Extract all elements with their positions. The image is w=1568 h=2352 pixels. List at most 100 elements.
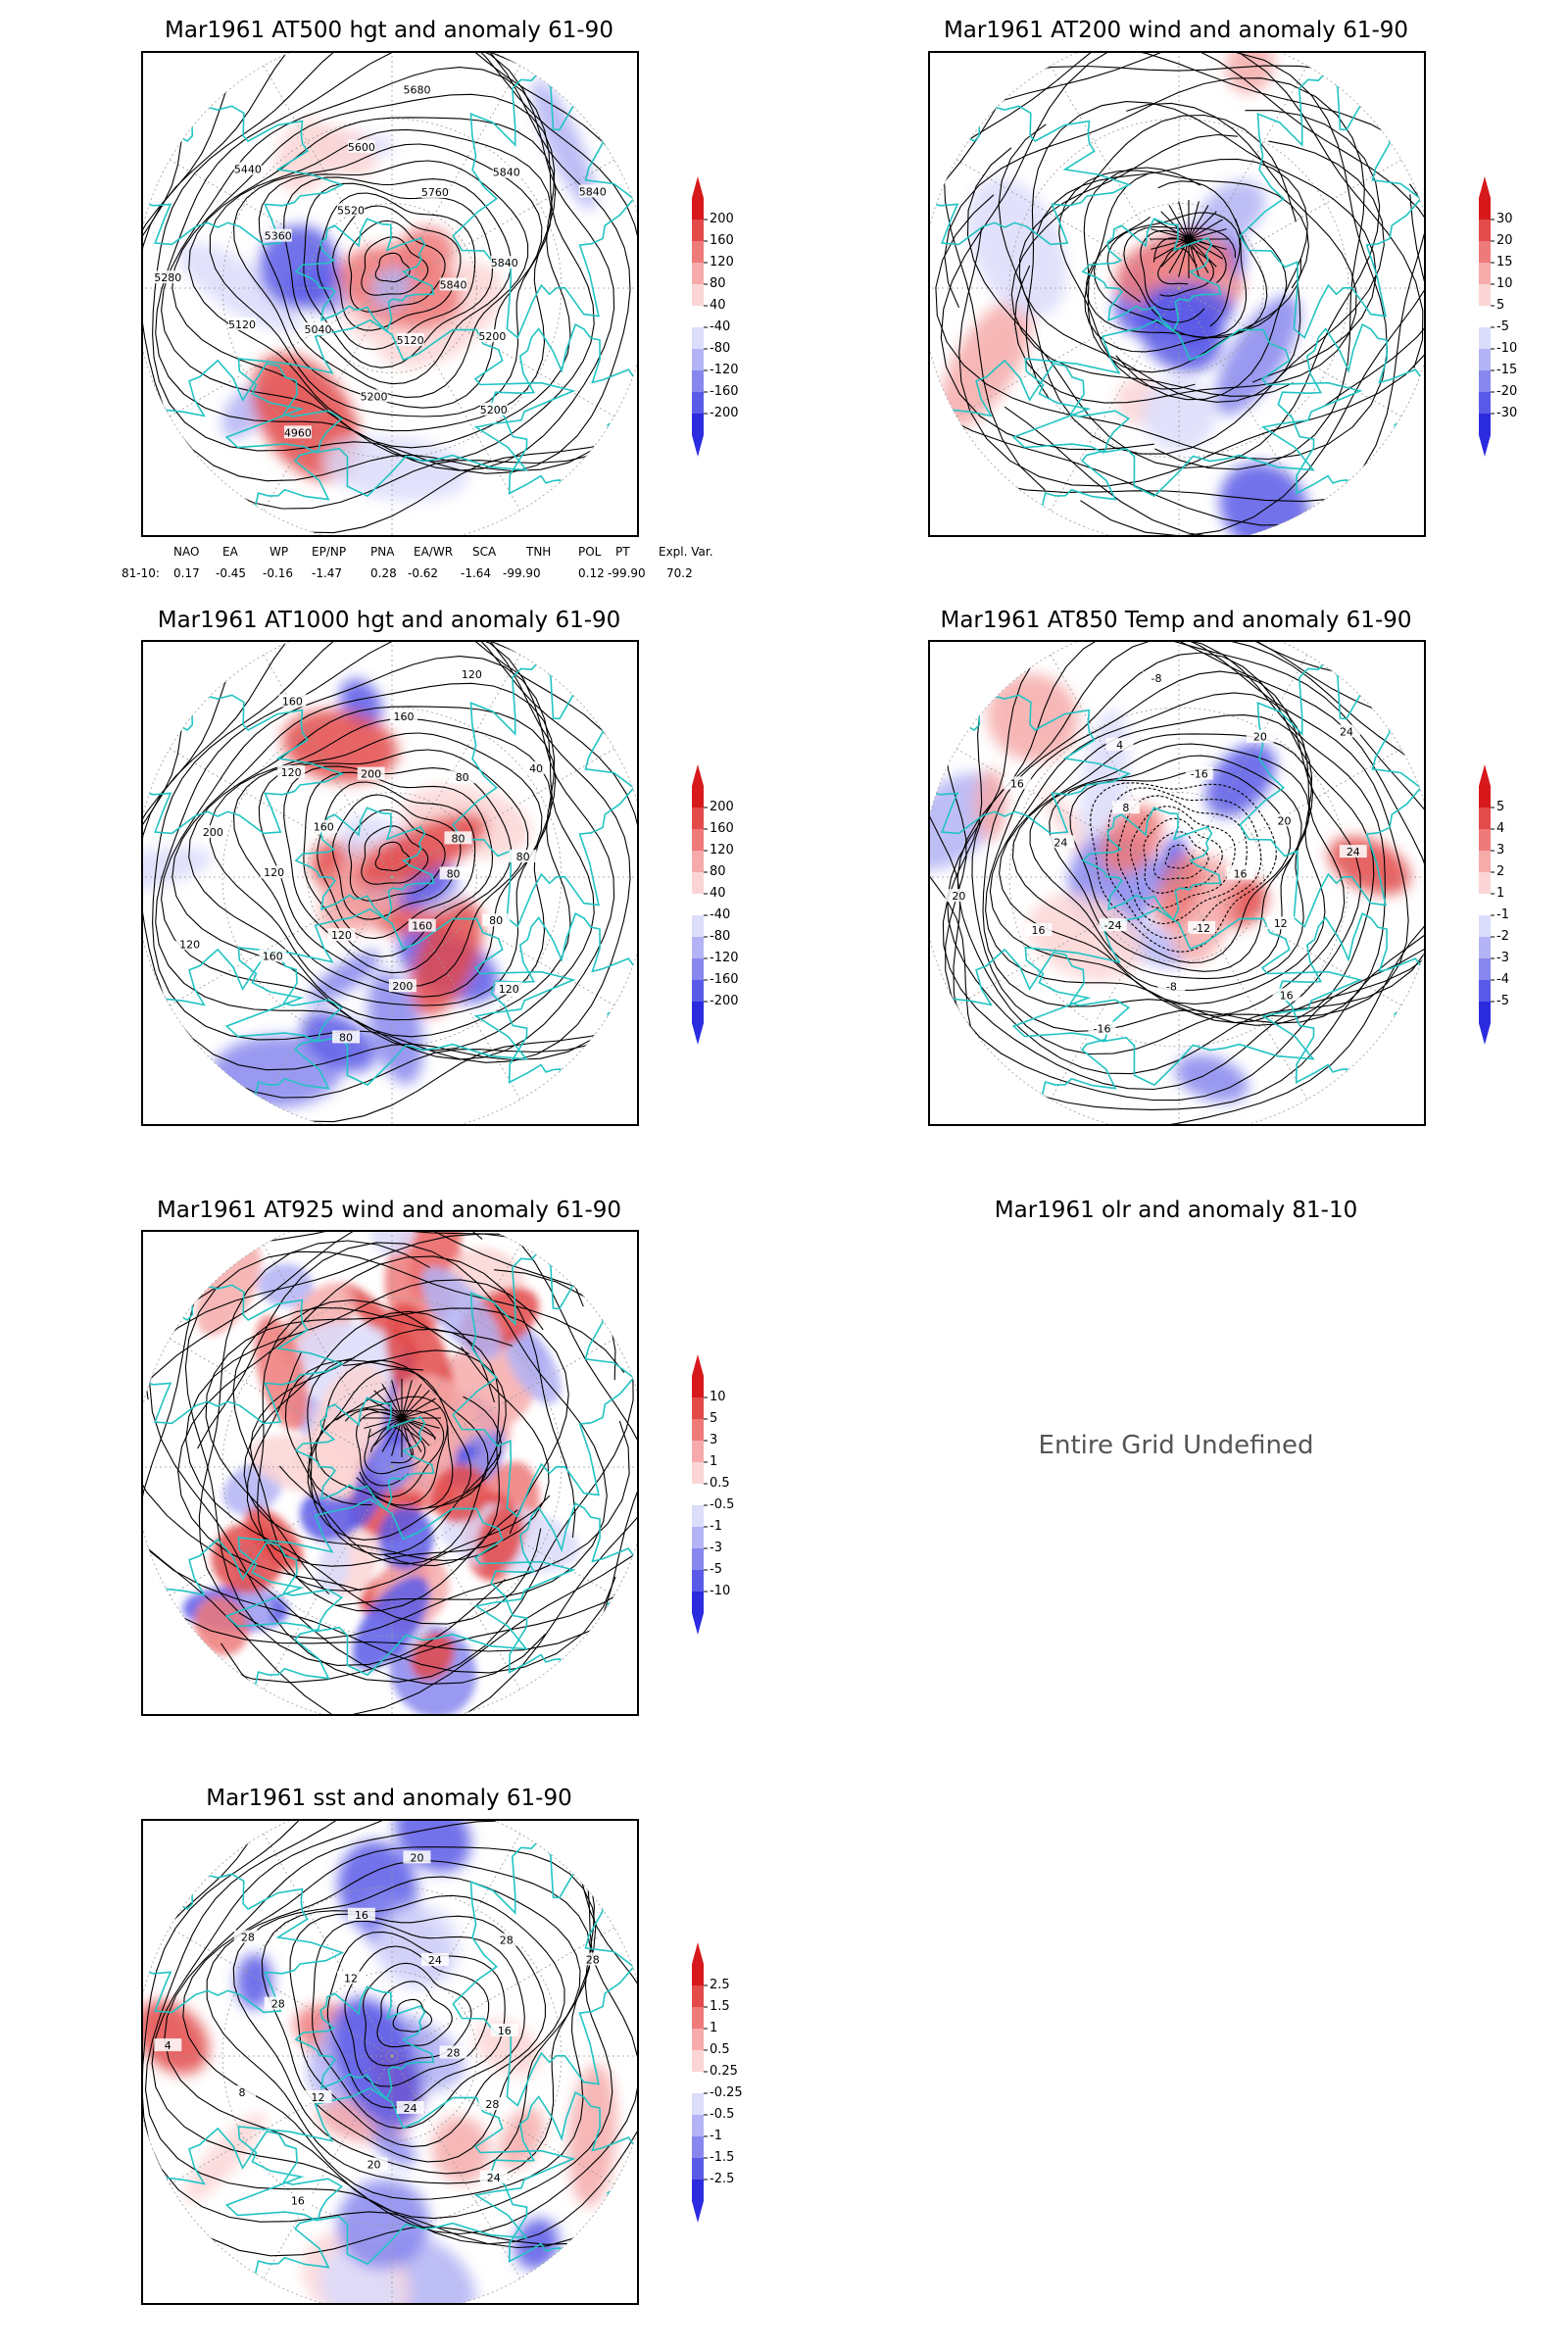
colorbar-tick-label: 0.5 bbox=[710, 1476, 730, 1491]
streamline bbox=[1160, 238, 1190, 268]
meridian bbox=[263, 876, 393, 1101]
colorbar-swatch bbox=[692, 1419, 704, 1441]
colorbar-tick-label: 1 bbox=[1496, 886, 1505, 901]
colorbar-swatch bbox=[692, 1376, 704, 1397]
contour-label-bg bbox=[259, 949, 287, 962]
contour-line bbox=[143, 642, 637, 1099]
colorbar-tick-label: 5 bbox=[1496, 800, 1505, 814]
colorbar-tick-label: -5 bbox=[1496, 994, 1509, 1008]
meridian bbox=[1178, 876, 1308, 1101]
contour-label: 24 bbox=[487, 2172, 501, 2184]
contour-label-bg bbox=[495, 981, 523, 995]
streamline bbox=[391, 1380, 403, 1419]
colorbar: 2.5 1.5 1 0.5 0.25 -0.25 -0.5 -1 -1.5 -2.5 bbox=[688, 1942, 776, 2223]
coastline bbox=[930, 105, 1132, 246]
anomaly-blob bbox=[967, 177, 1067, 318]
colorbar-tick-label: -0.5 bbox=[710, 1497, 735, 1512]
colorbar-swatch bbox=[692, 829, 704, 851]
streamline bbox=[401, 1390, 430, 1419]
meridian bbox=[263, 65, 393, 289]
coastline bbox=[1081, 218, 1222, 333]
coastline bbox=[143, 1284, 345, 1425]
contour-label: -16 bbox=[1094, 1023, 1111, 1036]
colorbar-tick-label: -15 bbox=[1496, 363, 1518, 377]
contour-label-bg bbox=[304, 321, 332, 335]
contour-label: 80 bbox=[489, 914, 503, 927]
colorbar-tick-label: -4 bbox=[1496, 972, 1509, 987]
colorbar-tick-label: -200 bbox=[710, 994, 739, 1008]
colorbar-swatches bbox=[1479, 764, 1494, 1045]
contour-label-bg bbox=[304, 2089, 332, 2103]
contour-label-bg bbox=[347, 139, 375, 153]
coastline bbox=[294, 1985, 435, 2101]
anomaly-blob bbox=[1205, 743, 1276, 817]
colorbar-swatch bbox=[692, 263, 704, 284]
meridian bbox=[391, 159, 615, 289]
anomaly-blob bbox=[371, 1443, 415, 1487]
contour-line bbox=[261, 1894, 565, 2163]
anomaly-blob bbox=[249, 1435, 363, 1496]
meridian bbox=[391, 748, 615, 878]
colorbar-swatch bbox=[692, 2072, 704, 2093]
meridian bbox=[391, 1466, 521, 1690]
streamline bbox=[1188, 228, 1227, 240]
colorbar-swatch bbox=[1479, 349, 1491, 370]
meridian bbox=[169, 287, 393, 417]
meridian bbox=[1050, 65, 1180, 289]
colorbar-swatch bbox=[1479, 414, 1491, 435]
colorbar-swatch bbox=[692, 786, 704, 808]
contour-label-bg bbox=[228, 317, 257, 330]
streamline bbox=[373, 1417, 403, 1446]
contour-label: -8 bbox=[1166, 980, 1177, 993]
contour-line bbox=[947, 642, 1424, 1075]
contour-line bbox=[1090, 782, 1277, 953]
index-header: POL bbox=[578, 545, 602, 559]
meridian bbox=[391, 2055, 615, 2185]
anomaly-blob bbox=[1174, 1054, 1249, 1102]
contour-label-bg bbox=[403, 82, 431, 96]
anomaly-blob bbox=[1225, 53, 1274, 94]
index-value: 70.2 bbox=[666, 566, 693, 580]
meridian bbox=[391, 65, 521, 289]
meridian bbox=[263, 287, 393, 512]
contour-line bbox=[312, 1920, 525, 2130]
contour-label: 80 bbox=[339, 1031, 353, 1044]
contour-label-bg bbox=[199, 825, 227, 839]
colorbar-tick-label: -5 bbox=[1496, 319, 1509, 334]
contour-label: 40 bbox=[529, 762, 543, 775]
contour-line bbox=[361, 236, 429, 296]
index-header: PNA bbox=[370, 545, 395, 559]
colorbar-swatch bbox=[1479, 263, 1491, 284]
coastline bbox=[490, 323, 637, 529]
streamline bbox=[958, 53, 1424, 487]
contour-label-bg bbox=[1088, 1021, 1116, 1035]
contour-line bbox=[1069, 768, 1291, 964]
colorbar-swatch bbox=[692, 241, 704, 263]
contour-label-bg bbox=[360, 389, 388, 403]
contour-line bbox=[348, 808, 446, 902]
colorbar-swatch bbox=[692, 220, 704, 241]
meridian bbox=[391, 1466, 615, 1596]
colorbar-swatch bbox=[692, 937, 704, 958]
contour-label: 120 bbox=[281, 766, 302, 779]
contour-line bbox=[161, 656, 595, 1052]
index-value: -1.64 bbox=[461, 566, 492, 580]
map-disc bbox=[143, 53, 637, 535]
contour-label: 80 bbox=[451, 832, 465, 845]
meridian bbox=[391, 876, 521, 1101]
colorbar-swatch bbox=[692, 306, 704, 327]
colorbar: 200 160 120 80 40 -40 -80 -120 -160 -200 bbox=[688, 764, 776, 1045]
colorbar-tick-label: 160 bbox=[710, 821, 734, 836]
contour-label-bg bbox=[388, 979, 416, 993]
contour-label-bg bbox=[490, 255, 518, 269]
streamline bbox=[1086, 180, 1268, 339]
colorbar-tick-label: 160 bbox=[710, 233, 734, 248]
contour-label: 8 bbox=[239, 2086, 246, 2099]
colorbar-tick-label: -3 bbox=[1496, 951, 1509, 965]
colorbar-swatches bbox=[692, 1942, 708, 2223]
anomaly-blob bbox=[499, 2107, 545, 2169]
contour-line bbox=[1105, 787, 1262, 940]
colorbar: 200 160 120 80 40 -40 -80 -120 -160 -200 bbox=[688, 176, 776, 457]
anomaly-blob bbox=[1142, 377, 1217, 452]
colorbar-tick-label: 0.5 bbox=[710, 2042, 730, 2057]
